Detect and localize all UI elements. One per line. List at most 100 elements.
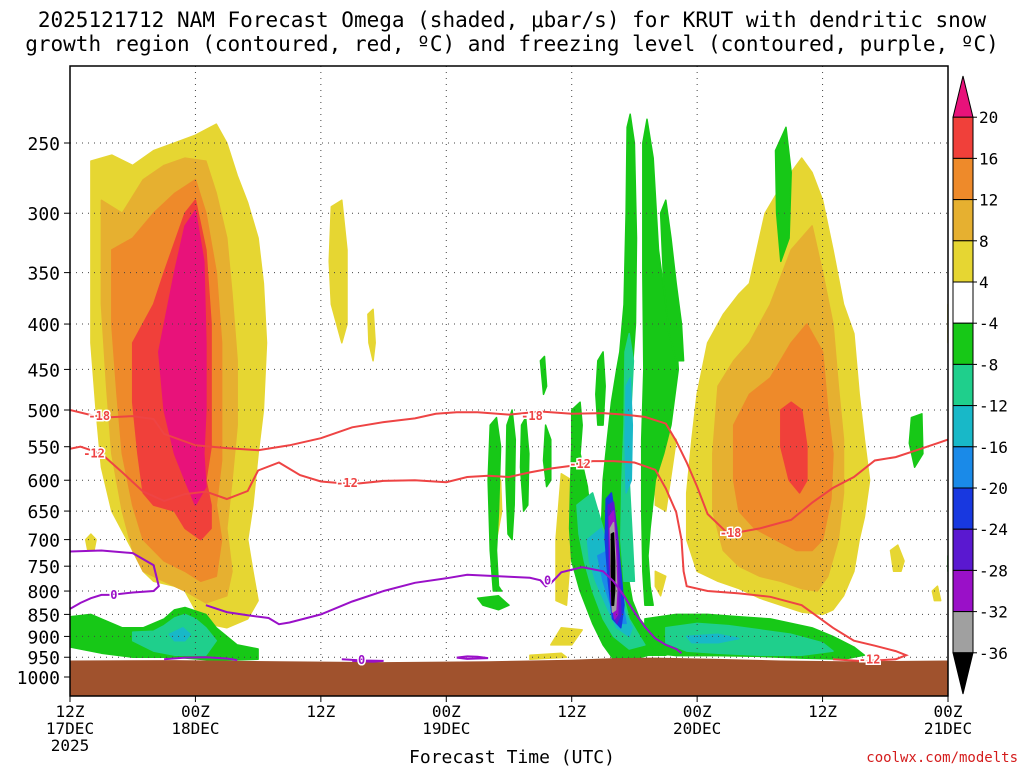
omega-neg4-mid2 — [505, 409, 517, 541]
omega-pos4-speck2 — [328, 199, 348, 344]
contour-label: -12 — [569, 457, 591, 471]
colorbar-label: 4 — [979, 273, 989, 292]
omega-neg4-right1 — [908, 413, 924, 468]
omega-neg4-spike3 — [659, 199, 685, 362]
terrain — [70, 657, 948, 696]
freezing-level-contour — [205, 566, 683, 654]
omega-neg4-spike2 — [640, 118, 680, 606]
omega-neg12-lowleft — [168, 627, 191, 642]
colorbar-bin — [952, 363, 974, 407]
plot-frame — [69, 65, 949, 697]
y-tick-label: 700 — [27, 531, 60, 552]
contour-label: -12 — [336, 476, 358, 490]
x-axis-title: Forecast Time (UTC) — [409, 747, 615, 768]
x-tick-label: 19DEC — [422, 719, 470, 738]
x-tick-label: 00Z — [432, 702, 461, 721]
contour-label: 0 — [358, 653, 365, 667]
y-tick-label: 550 — [27, 438, 60, 459]
freezing-level-contour — [341, 658, 384, 663]
omega-pos4-speck3 — [367, 308, 376, 362]
omega-pos4-speck1 — [84, 533, 97, 552]
omega-neg12-lowright — [685, 633, 740, 644]
x-tick-label: 00Z — [934, 702, 963, 721]
y-tick-label: 900 — [27, 627, 60, 648]
colorbar-bin — [952, 487, 974, 530]
x-tick-label: 21DEC — [924, 719, 972, 738]
y-tick-label: 500 — [27, 401, 60, 422]
dgz-contour-minus18 — [70, 409, 948, 536]
y-tick-label: 250 — [27, 134, 60, 155]
omega-neg4-mid3 — [519, 416, 530, 512]
colorbar-label: -16 — [979, 438, 1008, 457]
omega-neg4-mid1 — [487, 416, 503, 592]
omega-pos4-speck7 — [529, 652, 568, 661]
colorbar: 20 16 12 8 4 -4 -8 -12 -16 -20 -24 -28 -32 -36 — [952, 75, 1008, 695]
dgz-contour-minus12 — [70, 445, 909, 663]
colorbar-label: -4 — [979, 314, 998, 333]
y-tick-label: 950 — [27, 648, 60, 669]
contour-label: 0 — [544, 573, 551, 587]
x-tick-label: 00Z — [181, 702, 210, 721]
contour-label: -12 — [859, 652, 881, 666]
freezing-level-contour — [164, 656, 238, 662]
chart-title-line1: 2025121712 NAM Forecast Omega (shaded, μ… — [37, 8, 987, 32]
colorbar-bin — [952, 240, 974, 283]
contour-label: 0 — [110, 588, 117, 602]
freezing-level-contour — [70, 549, 160, 610]
y-tick-label: 800 — [27, 582, 60, 603]
omega-neg8-lowright — [665, 622, 834, 656]
gridlines — [70, 66, 948, 696]
x-tick-label: 17DEC — [46, 719, 94, 738]
omega-pos4-speck5 — [555, 473, 573, 606]
colorbar-bin — [952, 446, 974, 489]
omega-pos4-speck6 — [550, 627, 583, 646]
colorbar-label: 16 — [979, 149, 998, 168]
contour-label: -18 — [88, 409, 110, 423]
contour-label: -12 — [83, 447, 105, 461]
colorbar-label: -28 — [979, 561, 1008, 580]
x-tick-label: 00Z — [683, 702, 712, 721]
y-tick-label: 350 — [27, 264, 60, 285]
colorbar-label: -32 — [979, 603, 1008, 622]
x-tick-label: 18DEC — [171, 719, 219, 738]
y-tick-label: 1000 — [17, 668, 60, 689]
colorbar-label: -20 — [979, 479, 1008, 498]
omega-neg4-speck2 — [539, 355, 548, 396]
y-tick-label: 750 — [27, 557, 60, 578]
y-tick-label: 850 — [27, 605, 60, 626]
y-tick-label: 650 — [27, 502, 60, 523]
omega-neg4-mid5 — [476, 595, 510, 611]
colorbar-label: 12 — [979, 191, 998, 210]
colorbar-bin — [952, 405, 974, 448]
ground-terrain — [70, 657, 948, 696]
contour-label: -18 — [521, 409, 543, 423]
x-tick-label: 2025 — [51, 736, 90, 755]
source-credit: coolwx.com/modelts — [866, 750, 1018, 766]
omega-pos4-speck9 — [654, 570, 667, 597]
colorbar-bin — [952, 528, 974, 571]
freezing-level-contour — [456, 655, 489, 660]
colorbar-arrow-top — [952, 75, 974, 118]
x-tick-label: 12Z — [557, 702, 586, 721]
omega-neg36-core — [610, 532, 616, 606]
colorbar-bin — [952, 322, 974, 365]
x-tick-label: 20DEC — [673, 719, 721, 738]
y-tick-label: 300 — [27, 204, 60, 225]
colorbar-arrow-bottom — [952, 652, 974, 695]
colorbar-label: 20 — [979, 108, 998, 127]
omega-neg4-mid4 — [542, 424, 552, 488]
omega-neg12-spike — [624, 377, 634, 494]
omega-pos4-speck11 — [889, 544, 905, 573]
colorbar-bin — [952, 199, 974, 242]
chart-title-line2: growth region (contoured, red, ºC) and f… — [25, 32, 999, 56]
omega-pos20-left — [158, 209, 207, 506]
y-tick-label: 600 — [27, 471, 60, 492]
colorbar-label: -24 — [979, 520, 1008, 539]
x-tick-label: 12Z — [808, 702, 837, 721]
colorbar-bin — [952, 157, 974, 201]
colorbar-bin — [952, 116, 974, 159]
omega-pos16-right — [780, 401, 808, 494]
colorbar-bin — [952, 611, 974, 654]
colorbar-bin — [952, 569, 974, 613]
colorbar-bin — [952, 281, 974, 324]
